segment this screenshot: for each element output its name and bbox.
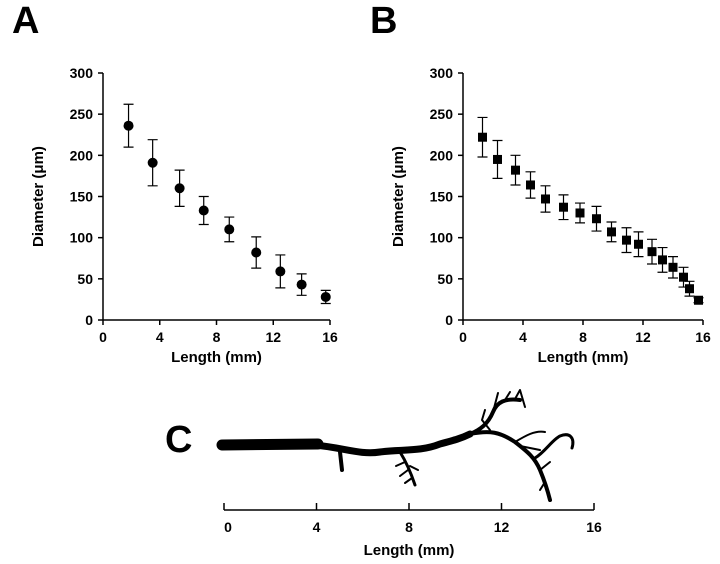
marker [668,262,678,272]
y-tick-label: 100 [430,230,454,246]
y-tick-label: 250 [430,106,454,122]
marker [647,247,657,257]
y-tick-label: 0 [85,312,93,328]
marker [275,266,286,277]
y-tick-label: 200 [70,147,94,163]
marker [493,154,502,164]
marker [622,235,631,245]
y-tick-label: 50 [437,271,453,287]
y-tick-label: 200 [430,147,454,163]
marker [174,183,185,194]
x-axis-title: Length (mm) [171,349,262,366]
y-tick-label: 100 [70,230,94,246]
x-tick-label: 0 [224,519,232,535]
y-tick-label: 150 [70,189,94,205]
x-tick-label: 4 [519,329,527,345]
x-tick-label: 8 [405,519,413,535]
marker [147,157,158,168]
x-tick-label: 16 [695,329,711,345]
y-tick-label: 0 [445,312,453,328]
y-tick-label: 300 [70,65,94,81]
x-tick-label: 16 [586,519,602,535]
marker [575,208,585,218]
x-axis-title: Length (mm) [538,349,629,366]
y-tick-label: 300 [430,65,454,81]
x-tick-label: 16 [322,329,338,345]
marker [224,224,235,235]
marker [592,214,601,224]
x-tick-label: 8 [213,329,221,345]
panel-label: A [12,0,39,42]
vessel-drawing [216,389,575,502]
x-tick-label: 4 [156,329,164,345]
x-tick-label: 12 [635,329,651,345]
marker [679,272,688,282]
panel-label: B [370,0,397,42]
marker [478,132,487,142]
x-tick-label: 4 [313,519,321,535]
marker [685,284,694,294]
x-tick-label: 0 [99,329,107,345]
marker [320,291,331,302]
panel-label: C [165,419,192,461]
marker [251,247,262,258]
marker [541,194,550,204]
marker [526,180,535,190]
x-tick-label: 12 [265,329,281,345]
x-tick-label: 12 [494,519,510,535]
marker [559,202,568,212]
x-tick-label: 0 [459,329,467,345]
marker [123,120,134,131]
y-tick-label: 150 [430,189,454,205]
marker [198,205,209,216]
marker [694,295,703,305]
marker [296,279,307,290]
marker [634,239,643,249]
marker [607,227,616,237]
marker [511,165,520,175]
y-tick-label: 250 [70,106,94,122]
x-tick-label: 8 [579,329,587,345]
marker [658,255,667,265]
y-tick-label: 50 [77,271,93,287]
y-axis-title: Diameter (μm) [30,146,47,247]
x-axis-title: Length (mm) [364,542,455,559]
y-axis-title: Diameter (μm) [390,146,407,247]
